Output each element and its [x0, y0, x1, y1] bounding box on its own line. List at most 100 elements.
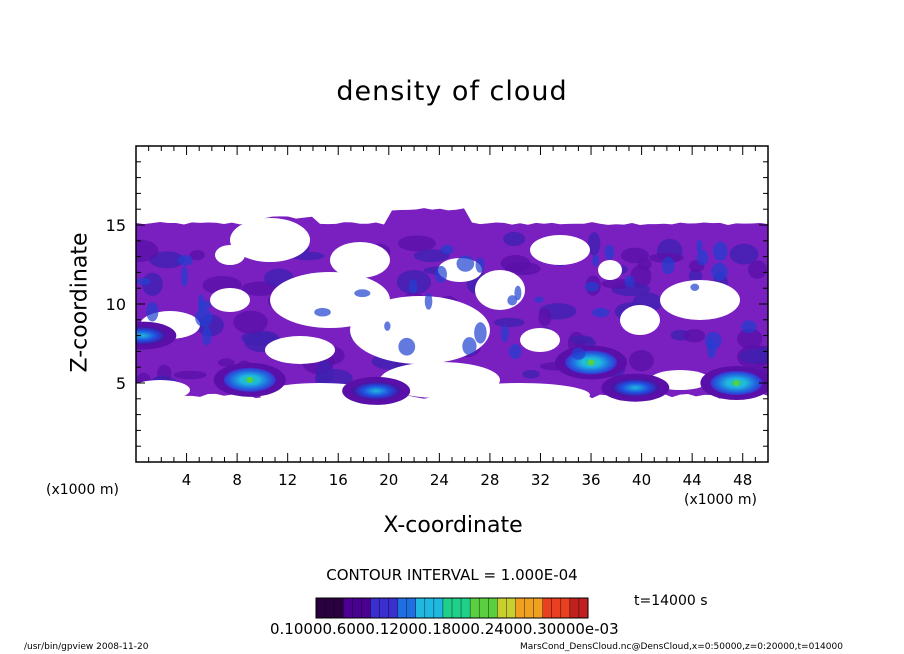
- clear-region: [520, 328, 560, 352]
- density-patch: [148, 251, 185, 269]
- density-streak: [696, 239, 703, 254]
- clear-region: [598, 260, 622, 280]
- clear-region: [530, 235, 590, 265]
- density-streak: [508, 344, 522, 360]
- colorbar: [315, 597, 589, 619]
- clear-region: [330, 242, 390, 278]
- density-patch: [683, 329, 706, 343]
- colorbar-cell: [497, 598, 507, 618]
- y-axis-label: Z-coordinate: [67, 232, 93, 373]
- colorbar-cell: [433, 598, 444, 618]
- density-streak: [146, 302, 159, 322]
- dense-region: [611, 378, 660, 397]
- x-tick-label: 12: [278, 471, 297, 489]
- density-patch: [189, 250, 205, 261]
- density-streak: [181, 266, 188, 287]
- colorbar-cell: [406, 598, 417, 618]
- x-tick-label: 44: [683, 471, 702, 489]
- density-patch: [493, 317, 525, 328]
- density-patch: [569, 335, 594, 344]
- clear-region: [136, 380, 190, 400]
- dense-region: [136, 326, 167, 345]
- density-streak: [354, 289, 371, 298]
- density-streak: [398, 337, 416, 356]
- density-streak: [741, 320, 757, 333]
- colorbar-cell: [388, 598, 399, 618]
- clear-region: [215, 245, 245, 265]
- dense-region: [352, 381, 401, 400]
- footer-left: /usr/bin/gpview 2008-11-20: [24, 642, 149, 652]
- density-streak: [198, 293, 205, 315]
- colorbar-cell: [442, 598, 453, 618]
- density-patch: [504, 262, 541, 276]
- y-tick-label: 10: [106, 295, 126, 314]
- density-streak: [424, 292, 433, 310]
- colorbar-cell: [361, 598, 371, 618]
- density-patch: [233, 310, 268, 334]
- x-tick-label: 36: [581, 471, 600, 489]
- density-streak: [456, 255, 475, 272]
- x-tick-label: 32: [531, 471, 550, 489]
- colorbar-cell: [479, 598, 489, 618]
- density-patch: [538, 308, 552, 327]
- colorbar-cell: [452, 598, 462, 618]
- colorbar-cell: [397, 598, 408, 618]
- clear-region: [210, 288, 250, 312]
- density-streak: [696, 249, 709, 266]
- density-patch: [629, 350, 654, 372]
- x-tick-label: 8: [232, 471, 242, 489]
- colorbar-cell: [542, 598, 553, 618]
- density-streak: [177, 255, 193, 266]
- density-streak: [571, 347, 586, 360]
- density-streak: [500, 325, 509, 343]
- density-streak: [584, 281, 599, 293]
- density-streak: [604, 244, 615, 260]
- colorbar-cell: [551, 598, 562, 618]
- colorbar-cell: [352, 598, 362, 618]
- colorbar-cell: [343, 598, 353, 618]
- density-streak: [136, 278, 151, 285]
- density-patch: [630, 264, 652, 289]
- colorbar-cell: [415, 598, 426, 618]
- colorbar-cell: [424, 598, 435, 618]
- density-streak: [624, 275, 635, 288]
- colorbar-cell: [515, 598, 526, 618]
- density-patch: [503, 231, 526, 247]
- density-patch: [620, 247, 649, 264]
- dense-core: [246, 376, 253, 383]
- density-patch: [748, 260, 768, 279]
- x-tick-label: 4: [182, 471, 192, 489]
- clear-region: [620, 305, 660, 335]
- density-streak: [384, 321, 391, 331]
- density-patch: [173, 370, 207, 380]
- density-streak: [713, 241, 728, 262]
- colorbar-cell: [379, 598, 390, 618]
- density-streak: [462, 337, 477, 356]
- colorbar-cell: [488, 598, 498, 618]
- clear-region: [230, 218, 310, 262]
- colorbar-frame: [315, 597, 589, 619]
- density-streak: [408, 279, 418, 294]
- density-streak: [711, 262, 728, 281]
- density-patch: [315, 360, 334, 386]
- density-streak: [661, 256, 675, 275]
- density-streak: [434, 265, 447, 283]
- density-patch: [397, 235, 436, 252]
- colorbar-cell: [533, 598, 544, 618]
- x-unit-left: (x1000 m): [46, 482, 119, 498]
- density-streak: [592, 307, 610, 318]
- contour-interval-label: CONTOUR INTERVAL = 1.000E-04: [326, 566, 578, 584]
- footer-right: MarsCond_DensCloud.nc@DensCloud,x=0:5000…: [520, 642, 843, 652]
- colorbar-cell: [316, 598, 326, 618]
- density-streak: [202, 326, 212, 346]
- x-unit-right: (x1000 m): [684, 492, 757, 508]
- x-tick-label: 16: [329, 471, 348, 489]
- colorbar-cell: [370, 598, 380, 618]
- density-streak: [534, 296, 544, 303]
- chart-title: density of cloud: [336, 76, 568, 107]
- colorbar-cell: [524, 598, 535, 618]
- clear-region: [660, 280, 740, 320]
- x-axis-label: X-coordinate: [383, 513, 523, 538]
- density-patch: [737, 328, 763, 349]
- colorbar-cell: [569, 598, 580, 618]
